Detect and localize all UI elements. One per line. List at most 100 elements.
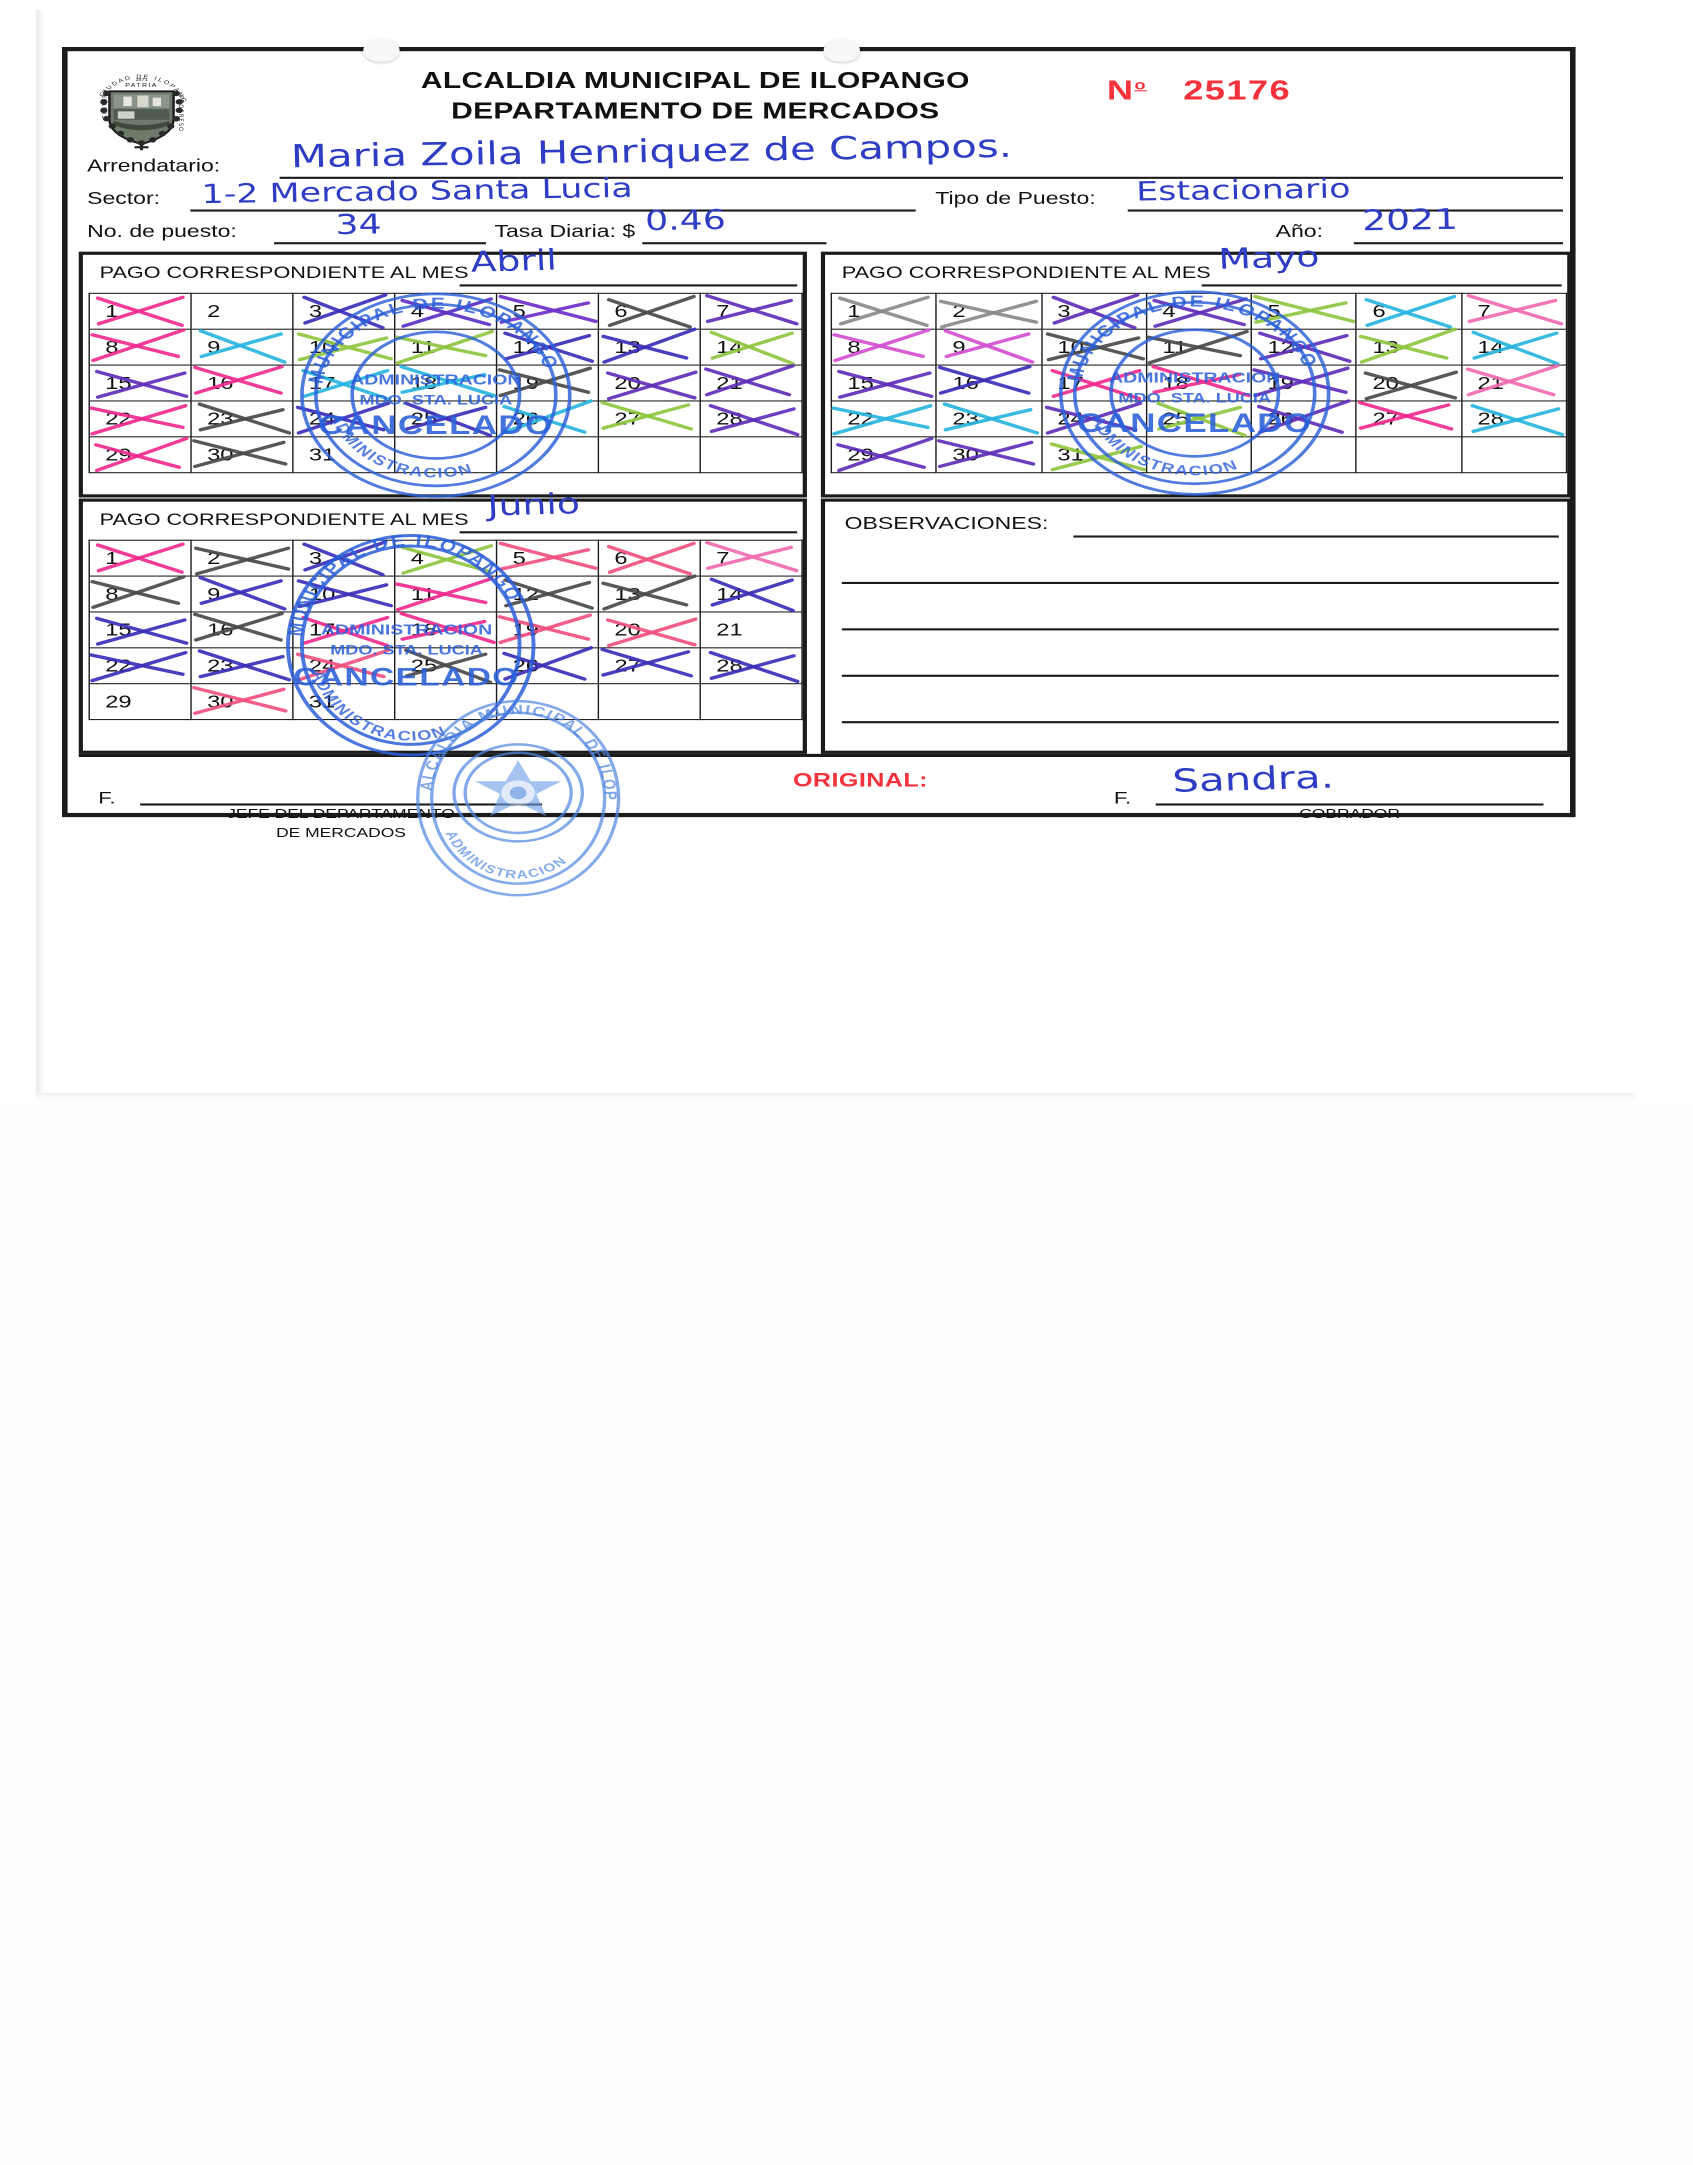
day-cell[interactable]: 29 bbox=[88, 683, 192, 721]
day-cell[interactable]: 14 bbox=[699, 575, 803, 613]
day-cell[interactable]: 15 bbox=[88, 364, 192, 402]
day-cell[interactable]: 29 bbox=[830, 436, 938, 474]
day-cell[interactable]: 4 bbox=[394, 539, 498, 577]
day-cell[interactable]: 1 bbox=[88, 539, 192, 577]
day-cell[interactable]: 24 bbox=[292, 647, 396, 685]
day-cell[interactable]: 25 bbox=[1145, 400, 1253, 438]
day-cell[interactable]: 12 bbox=[495, 575, 600, 613]
day-cell[interactable]: 20 bbox=[597, 611, 701, 649]
day-cell[interactable]: 13 bbox=[1355, 327, 1463, 366]
day-cell[interactable]: 20 bbox=[1355, 364, 1463, 402]
day-cell[interactable]: 11 bbox=[394, 328, 498, 366]
day-cell[interactable]: 27 bbox=[1355, 400, 1463, 438]
day-cell[interactable]: 18 bbox=[394, 611, 498, 649]
day-cell[interactable]: 30 bbox=[190, 683, 294, 721]
day-cell[interactable]: 16 bbox=[190, 611, 294, 649]
day-cell[interactable]: 21 bbox=[699, 611, 803, 649]
day-cell[interactable]: 4 bbox=[1145, 292, 1253, 330]
day-cell[interactable]: 10 bbox=[292, 328, 396, 366]
day-cell[interactable]: 22 bbox=[88, 400, 192, 438]
day-cell-empty bbox=[1145, 436, 1253, 474]
day-cell[interactable]: 26 bbox=[495, 399, 600, 438]
day-cell[interactable]: 23 bbox=[935, 400, 1043, 438]
day-cell[interactable]: 8 bbox=[88, 575, 192, 613]
day-cell[interactable]: 6 bbox=[1355, 292, 1463, 330]
day-cell[interactable]: 24 bbox=[1040, 400, 1148, 438]
day-cell[interactable]: 19 bbox=[495, 611, 600, 649]
day-cell[interactable]: 5 bbox=[495, 539, 600, 577]
day-cell[interactable]: 26 bbox=[495, 646, 600, 685]
day-cell[interactable]: 8 bbox=[830, 328, 938, 366]
day-cell[interactable]: 22 bbox=[88, 647, 192, 685]
day-cell[interactable]: 9 bbox=[190, 328, 294, 366]
day-paid-mark bbox=[1252, 366, 1351, 399]
day-cell[interactable]: 21 bbox=[699, 364, 803, 402]
day-cell[interactable]: 26 bbox=[1250, 399, 1358, 438]
day-cell[interactable]: 11 bbox=[1145, 328, 1253, 366]
day-cell[interactable]: 5 bbox=[495, 292, 600, 330]
day-cell[interactable]: 16 bbox=[190, 364, 294, 402]
day-cell[interactable]: 2 bbox=[935, 292, 1043, 330]
day-cell[interactable]: 1 bbox=[88, 292, 192, 330]
day-cell[interactable]: 22 bbox=[830, 400, 938, 438]
day-cell[interactable]: 28 bbox=[699, 647, 803, 685]
day-cell[interactable]: 19 bbox=[1250, 364, 1358, 402]
day-cell[interactable]: 27 bbox=[597, 400, 701, 438]
day-cell[interactable]: 19 bbox=[495, 364, 600, 402]
day-cell[interactable]: 2 bbox=[190, 539, 294, 577]
day-cell[interactable]: 13 bbox=[597, 327, 701, 366]
day-cell[interactable]: 17 bbox=[292, 611, 396, 649]
day-cell[interactable]: 13 bbox=[597, 574, 701, 613]
observaciones-line bbox=[1073, 535, 1559, 538]
day-cell[interactable]: 28 bbox=[1460, 400, 1568, 438]
day-cell[interactable]: 14 bbox=[699, 328, 803, 366]
day-cell[interactable]: 6 bbox=[597, 292, 701, 330]
day-cell[interactable]: 25 bbox=[394, 400, 498, 438]
day-cell[interactable]: 21 bbox=[1460, 364, 1568, 402]
day-cell[interactable]: 31 bbox=[1040, 436, 1148, 474]
day-cell[interactable]: 28 bbox=[699, 400, 803, 438]
day-cell[interactable]: 31 bbox=[292, 683, 396, 721]
day-cell[interactable]: 14 bbox=[1460, 328, 1568, 366]
panel-title-rule-junio bbox=[459, 531, 798, 534]
day-cell[interactable]: 10 bbox=[292, 575, 396, 613]
day-cell[interactable]: 16 bbox=[935, 364, 1043, 402]
day-cell[interactable]: 25 bbox=[394, 647, 498, 685]
day-cell[interactable]: 10 bbox=[1040, 328, 1148, 366]
day-cell[interactable]: 11 bbox=[394, 575, 498, 613]
day-cell[interactable]: 15 bbox=[88, 611, 192, 649]
day-cell[interactable]: 17 bbox=[1040, 364, 1148, 402]
day-cell[interactable]: 12 bbox=[495, 328, 600, 366]
day-cell[interactable]: 3 bbox=[292, 292, 396, 330]
day-cell[interactable]: 3 bbox=[292, 539, 396, 577]
day-cell[interactable]: 7 bbox=[1460, 292, 1568, 330]
day-cell[interactable]: 9 bbox=[190, 575, 294, 613]
day-cell[interactable]: 4 bbox=[394, 292, 498, 330]
day-cell[interactable]: 18 bbox=[394, 364, 498, 402]
day-cell[interactable]: 17 bbox=[292, 364, 396, 402]
day-cell[interactable]: 23 bbox=[190, 400, 294, 438]
day-cell[interactable]: 7 bbox=[699, 539, 803, 577]
day-cell[interactable]: 31 bbox=[292, 436, 396, 474]
day-cell[interactable]: 9 bbox=[935, 328, 1043, 366]
day-cell[interactable]: 8 bbox=[88, 328, 192, 366]
day-cell[interactable]: 12 bbox=[1250, 328, 1358, 366]
day-grid-mayo: 1 2 3 4 5 6 7 8 9 10 11 12 13 14 15 16 17 18 19 20 21 22 23 24 2… bbox=[830, 292, 1568, 474]
day-cell[interactable]: 30 bbox=[935, 436, 1043, 474]
day-cell[interactable]: 5 bbox=[1250, 292, 1358, 330]
day-cell[interactable]: 23 bbox=[190, 647, 294, 685]
day-cell[interactable]: 29 bbox=[88, 436, 192, 474]
day-cell[interactable]: 2 bbox=[190, 292, 294, 330]
day-cell[interactable]: 20 bbox=[597, 364, 701, 402]
day-cell[interactable]: 18 bbox=[1145, 364, 1253, 402]
day-cell[interactable]: 24 bbox=[292, 400, 396, 438]
day-cell[interactable]: 3 bbox=[1040, 292, 1148, 330]
day-cell[interactable]: 1 bbox=[830, 292, 938, 330]
day-cell[interactable]: 27 bbox=[597, 647, 701, 685]
day-paid-mark bbox=[399, 365, 496, 399]
day-cell[interactable]: 6 bbox=[597, 539, 701, 577]
day-cell[interactable]: 15 bbox=[830, 364, 938, 402]
day-paid-mark bbox=[394, 577, 494, 612]
day-cell[interactable]: 7 bbox=[699, 292, 803, 330]
day-cell[interactable]: 30 bbox=[190, 436, 294, 474]
